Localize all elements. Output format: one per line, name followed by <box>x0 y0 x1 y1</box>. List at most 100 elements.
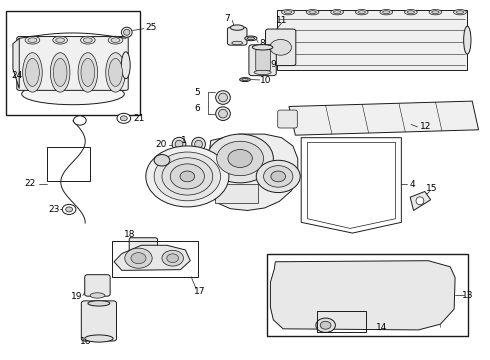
FancyBboxPatch shape <box>278 110 297 128</box>
Circle shape <box>316 318 335 332</box>
Ellipse shape <box>416 197 424 205</box>
Text: 19: 19 <box>71 292 82 301</box>
Text: 15: 15 <box>426 184 438 193</box>
Text: 4: 4 <box>409 180 415 189</box>
Ellipse shape <box>284 11 292 14</box>
Ellipse shape <box>245 36 257 41</box>
Circle shape <box>131 253 146 264</box>
Text: 10: 10 <box>260 76 272 85</box>
Ellipse shape <box>80 36 95 44</box>
Ellipse shape <box>192 137 205 151</box>
Text: 5: 5 <box>194 87 200 96</box>
Ellipse shape <box>83 38 92 42</box>
Circle shape <box>154 152 220 201</box>
FancyBboxPatch shape <box>81 301 117 341</box>
Ellipse shape <box>252 45 273 50</box>
Bar <box>5 12 140 116</box>
Bar <box>112 241 197 277</box>
Text: 23: 23 <box>49 205 60 214</box>
Text: 22: 22 <box>24 179 36 188</box>
Bar <box>318 311 366 332</box>
Polygon shape <box>13 39 19 89</box>
Ellipse shape <box>282 9 294 15</box>
Text: 12: 12 <box>420 122 432 131</box>
Polygon shape <box>270 261 455 330</box>
Text: 17: 17 <box>195 287 206 296</box>
Text: 20: 20 <box>155 140 167 149</box>
Ellipse shape <box>109 58 122 86</box>
Circle shape <box>271 171 286 182</box>
Polygon shape <box>289 101 479 135</box>
Ellipse shape <box>25 36 40 44</box>
Circle shape <box>74 116 86 125</box>
Circle shape <box>66 207 73 212</box>
Text: 9: 9 <box>270 60 276 69</box>
Text: 11: 11 <box>276 16 288 25</box>
Text: 13: 13 <box>462 291 473 300</box>
Ellipse shape <box>106 53 125 92</box>
Circle shape <box>154 154 170 166</box>
Text: 3: 3 <box>251 169 257 178</box>
Circle shape <box>228 149 252 167</box>
Ellipse shape <box>195 140 202 148</box>
Ellipse shape <box>358 11 366 14</box>
Ellipse shape <box>25 58 39 86</box>
Ellipse shape <box>50 53 70 92</box>
Text: 14: 14 <box>376 323 388 332</box>
Bar <box>47 147 90 181</box>
Circle shape <box>264 166 293 187</box>
Text: 25: 25 <box>146 23 157 32</box>
Ellipse shape <box>254 70 271 75</box>
Polygon shape <box>208 134 298 211</box>
Circle shape <box>170 164 204 189</box>
Circle shape <box>167 254 178 262</box>
Circle shape <box>117 113 131 123</box>
Ellipse shape <box>309 11 316 14</box>
Circle shape <box>146 146 229 207</box>
Ellipse shape <box>175 140 183 148</box>
Ellipse shape <box>216 91 230 104</box>
FancyBboxPatch shape <box>256 49 270 71</box>
Text: 21: 21 <box>133 114 145 123</box>
Circle shape <box>180 171 195 182</box>
Ellipse shape <box>81 58 95 86</box>
Ellipse shape <box>90 293 105 298</box>
Ellipse shape <box>88 301 110 306</box>
Polygon shape <box>308 142 395 228</box>
FancyBboxPatch shape <box>227 27 247 45</box>
Ellipse shape <box>219 93 227 102</box>
Polygon shape <box>410 192 431 211</box>
Ellipse shape <box>53 36 68 44</box>
Ellipse shape <box>111 38 120 42</box>
FancyBboxPatch shape <box>277 10 467 69</box>
Ellipse shape <box>56 38 65 42</box>
Circle shape <box>162 158 213 195</box>
FancyBboxPatch shape <box>17 37 128 90</box>
Ellipse shape <box>232 41 243 45</box>
Ellipse shape <box>334 11 341 14</box>
Text: 7: 7 <box>224 14 230 23</box>
FancyBboxPatch shape <box>266 29 296 66</box>
Ellipse shape <box>23 53 42 92</box>
Circle shape <box>125 248 152 268</box>
Text: 1: 1 <box>181 136 187 145</box>
Ellipse shape <box>240 78 250 82</box>
Ellipse shape <box>122 52 130 79</box>
Ellipse shape <box>172 137 186 151</box>
Ellipse shape <box>429 9 442 15</box>
Polygon shape <box>114 245 190 270</box>
Ellipse shape <box>380 9 392 15</box>
FancyBboxPatch shape <box>249 45 276 76</box>
Text: 6: 6 <box>194 104 200 113</box>
Ellipse shape <box>219 109 227 118</box>
Ellipse shape <box>108 36 123 44</box>
FancyBboxPatch shape <box>129 238 158 260</box>
FancyBboxPatch shape <box>85 275 110 296</box>
Ellipse shape <box>242 78 248 81</box>
Ellipse shape <box>85 335 113 342</box>
Ellipse shape <box>454 9 466 15</box>
Ellipse shape <box>122 27 132 37</box>
Ellipse shape <box>383 11 390 14</box>
Ellipse shape <box>230 25 244 30</box>
Text: 2: 2 <box>152 161 158 170</box>
